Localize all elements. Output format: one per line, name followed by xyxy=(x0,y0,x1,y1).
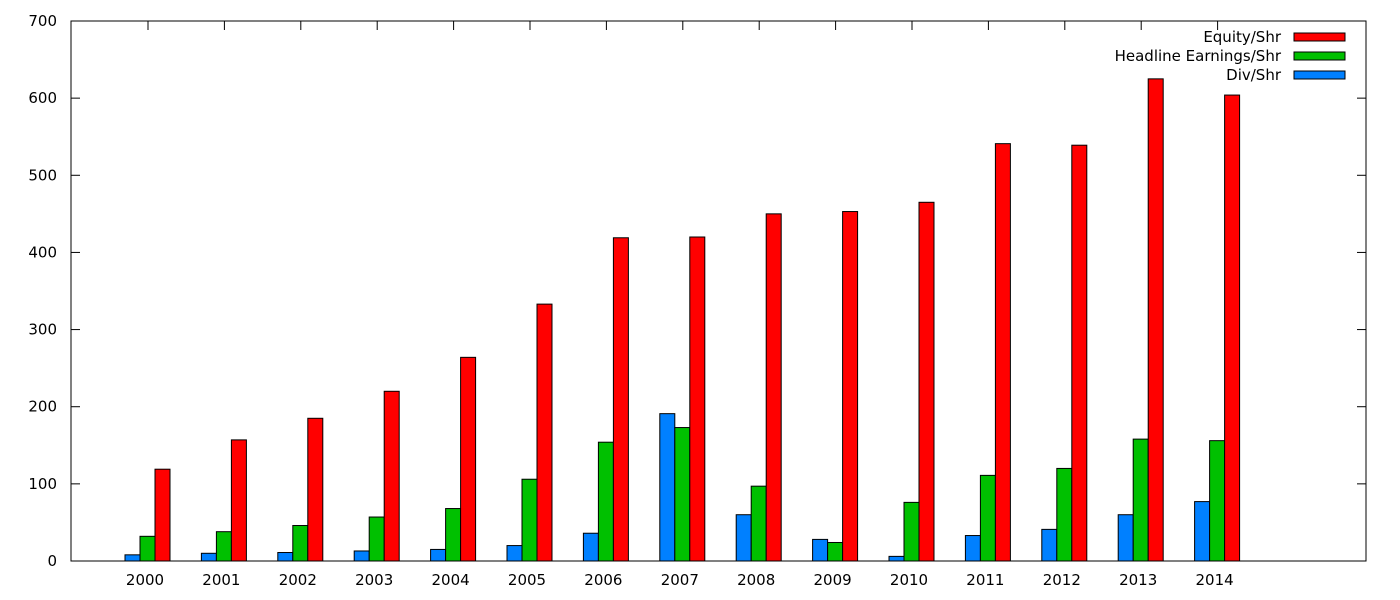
bar-dividend-2009 xyxy=(812,538,829,562)
bar-earnings-2001 xyxy=(215,531,232,562)
bar-dividend-2002 xyxy=(277,552,294,562)
legend-swatch-equity xyxy=(1293,32,1346,42)
y-tick-label: 700 xyxy=(28,12,57,30)
bar-equity-2009 xyxy=(842,211,859,562)
bar-earnings-2007 xyxy=(674,427,691,562)
x-tick-label: 2001 xyxy=(202,571,240,589)
bar-dividend-2012 xyxy=(1041,528,1058,562)
bar-dividend-2005 xyxy=(506,545,523,562)
y-tick-label: 500 xyxy=(28,166,57,184)
bar-earnings-2013 xyxy=(1132,438,1149,562)
bar-equity-2005 xyxy=(536,303,553,562)
x-tick-label: 2014 xyxy=(1196,571,1234,589)
bar-earnings-2011 xyxy=(979,474,996,562)
bar-equity-2003 xyxy=(383,390,400,562)
x-tick-label: 2008 xyxy=(737,571,775,589)
legend-swatch-earnings xyxy=(1293,51,1346,61)
bar-equity-2013 xyxy=(1147,78,1164,562)
x-tick-label: 2006 xyxy=(584,571,622,589)
x-tick-label: 2011 xyxy=(966,571,1004,589)
plot-area xyxy=(70,20,1367,562)
legend-label: Headline Earnings/Shr xyxy=(1115,47,1282,65)
bar-equity-2006 xyxy=(612,237,629,562)
y-tick-label: 0 xyxy=(47,552,57,570)
bar-equity-2014 xyxy=(1224,94,1241,562)
x-tick-label: 2012 xyxy=(1043,571,1081,589)
bar-earnings-2012 xyxy=(1056,467,1073,562)
x-tick-label: 2005 xyxy=(508,571,546,589)
x-tick-label: 2009 xyxy=(814,571,852,589)
x-tick-label: 2000 xyxy=(126,571,164,589)
bar-equity-2011 xyxy=(994,143,1011,562)
legend-label: Div/Shr xyxy=(1226,66,1282,84)
bars-group xyxy=(124,78,1241,562)
bar-equity-2002 xyxy=(307,417,324,562)
bar-dividend-2011 xyxy=(964,535,981,562)
bar-dividend-2008 xyxy=(735,514,752,562)
bar-dividend-2004 xyxy=(430,548,447,562)
bar-equity-2008 xyxy=(765,213,782,562)
y-tick-label: 300 xyxy=(28,321,57,339)
bar-equity-2012 xyxy=(1071,144,1088,562)
bar-dividend-2013 xyxy=(1117,514,1134,562)
bar-dividend-2010 xyxy=(888,555,905,562)
y-tick-label: 200 xyxy=(28,398,57,416)
bar-earnings-2006 xyxy=(597,441,614,562)
bar-earnings-2003 xyxy=(368,516,385,562)
x-tick-label: 2010 xyxy=(890,571,928,589)
bar-dividend-2014 xyxy=(1194,501,1211,562)
bar-earnings-2002 xyxy=(292,525,309,562)
bar-equity-2007 xyxy=(689,236,706,562)
bar-earnings-2005 xyxy=(521,478,538,562)
bar-earnings-2004 xyxy=(445,508,462,562)
x-tick-label: 2007 xyxy=(661,571,699,589)
bar-earnings-2009 xyxy=(827,541,844,562)
bar-equity-2001 xyxy=(230,439,247,562)
legend-label: Equity/Shr xyxy=(1203,28,1282,46)
bar-dividend-2001 xyxy=(200,552,217,562)
x-tick-label: 2004 xyxy=(432,571,470,589)
x-tick-label: 2013 xyxy=(1119,571,1157,589)
bar-earnings-2014 xyxy=(1209,440,1226,562)
x-tick-label: 2003 xyxy=(355,571,393,589)
bar-dividend-2000 xyxy=(124,554,141,562)
x-axis: 2000 2001 2002 2003 2004 2005 2006 2007 2008 2009… xyxy=(126,21,1234,589)
bar-dividend-2006 xyxy=(582,532,599,562)
legend-swatch-dividend xyxy=(1293,70,1346,80)
bar-earnings-2008 xyxy=(750,485,767,562)
bar-earnings-2010 xyxy=(903,501,920,562)
x-tick-label: 2002 xyxy=(279,571,317,589)
bar-equity-2010 xyxy=(918,201,935,562)
bar-dividend-2007 xyxy=(659,413,676,562)
bar-equity-2000 xyxy=(154,468,171,562)
bar-dividend-2003 xyxy=(353,550,370,562)
y-tick-label: 600 xyxy=(28,89,57,107)
y-tick-label: 400 xyxy=(28,243,57,261)
y-tick-label: 100 xyxy=(28,475,57,493)
bar-equity-2004 xyxy=(460,356,477,562)
y-axis: 0 100 200 300 400 500 600 700 xyxy=(28,12,1366,570)
bar-earnings-2000 xyxy=(139,535,156,562)
